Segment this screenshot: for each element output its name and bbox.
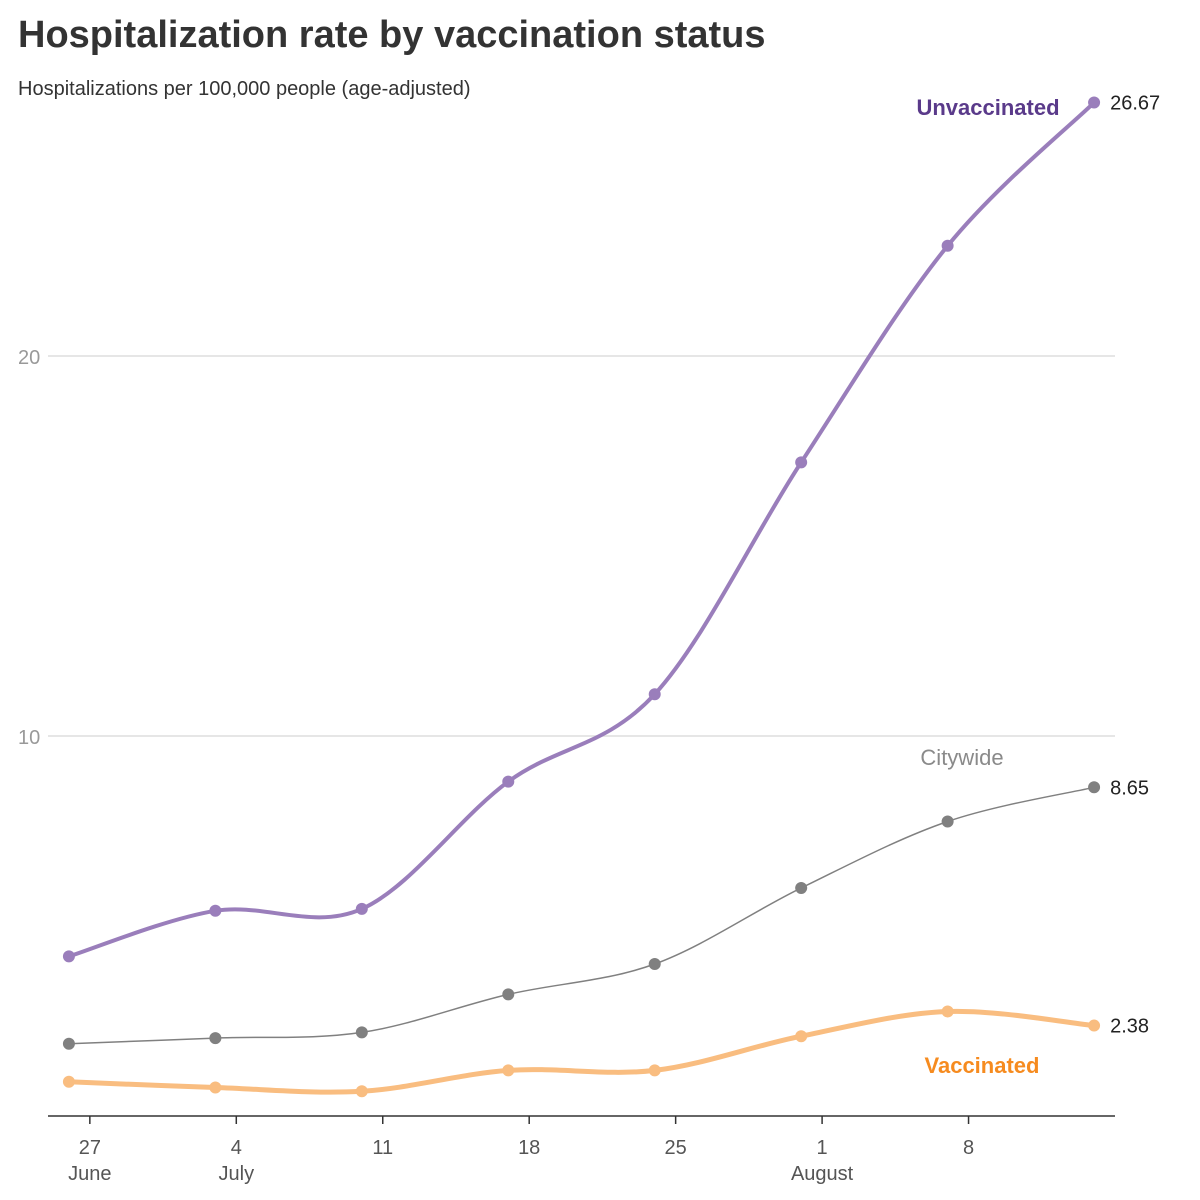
unvaccinated-data-point <box>1088 96 1101 109</box>
citywide-data-point <box>355 1026 368 1039</box>
y-tick-label: 10 <box>18 727 40 749</box>
x-tick-label: 25 <box>665 1137 687 1159</box>
citywide-series-line <box>68 786 1095 1045</box>
unvaccinated-data-point <box>941 239 954 252</box>
citywide-data-point <box>62 1037 75 1050</box>
x-month-label: August <box>791 1163 854 1185</box>
unvaccinated-series-label: Unvaccinated <box>916 95 1059 120</box>
vaccinated-end-value-label: 2.38 <box>1110 1016 1149 1038</box>
vaccinated-data-point <box>62 1075 75 1088</box>
unvaccinated-data-point <box>795 456 808 469</box>
x-tick-label: 18 <box>518 1137 540 1159</box>
vaccinated-data-point <box>209 1081 222 1094</box>
x-tick-label: 4 <box>231 1137 242 1159</box>
x-month-label: July <box>219 1163 255 1185</box>
citywide-data-point <box>502 988 515 1001</box>
vaccinated-series-line <box>66 1008 1097 1095</box>
vaccinated-series-label: Vaccinated <box>925 1053 1040 1078</box>
unvaccinated-data-point <box>209 904 222 917</box>
citywide-series-label: Citywide <box>920 745 1003 770</box>
x-tick-label: 11 <box>372 1137 393 1159</box>
unvaccinated-data-point <box>62 950 75 963</box>
vaccinated-data-point <box>648 1064 661 1077</box>
chart-title: Hospitalization rate by vaccination stat… <box>18 14 766 56</box>
vaccinated-data-point <box>355 1085 368 1098</box>
unvaccinated-series-line <box>66 100 1097 959</box>
vaccinated-data-point <box>502 1064 515 1077</box>
vaccinated-data-point <box>1088 1019 1101 1032</box>
vaccinated-data-point <box>795 1030 808 1043</box>
x-tick-label: 27 <box>79 1137 101 1159</box>
unvaccinated-data-point <box>502 775 515 788</box>
unvaccinated-data-point <box>648 688 661 701</box>
chart-subtitle: Hospitalizations per 100,000 people (age… <box>18 78 471 100</box>
vaccinated-data-point <box>941 1005 954 1018</box>
x-tick-label: 1 <box>817 1137 828 1159</box>
x-month-label: June <box>68 1163 111 1185</box>
citywide-data-point <box>941 815 954 828</box>
citywide-data-point <box>209 1032 222 1045</box>
x-tick-label: 8 <box>963 1137 974 1159</box>
citywide-data-point <box>1088 781 1101 794</box>
unvaccinated-data-point <box>355 902 368 915</box>
y-tick-label: 20 <box>18 347 40 369</box>
citywide-data-point <box>795 882 808 894</box>
unvaccinated-end-value-label: 26.67 <box>1110 93 1160 115</box>
citywide-end-value-label: 8.65 <box>1110 777 1149 799</box>
citywide-data-point <box>648 958 661 970</box>
